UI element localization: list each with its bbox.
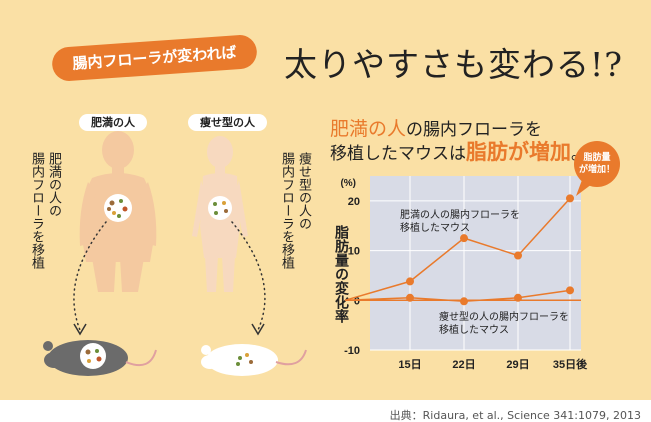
data-point [566,194,574,203]
data-point [460,297,468,306]
y-tick-label: 0 [354,295,360,307]
obese-caption-line1: 肥満の人の [46,152,61,217]
plot-area [370,176,581,350]
gray-mouse [43,340,157,376]
callout-bubble [574,141,620,187]
y-tick-label: -10 [344,345,360,357]
y-unit-label: (%) [340,178,356,189]
series-label-lean: 痩せ型の人の腸内フローラを移植したマウス [439,310,569,336]
lean-caption: 痩せ型の人の 腸内フローラを移植 [278,152,312,269]
source-footer: 出典：Ridaura, et al., Science 341:1079, 20… [389,409,641,422]
obese-flora-dots [107,199,128,218]
lean-caption-line1: 痩せ型の人の [296,152,311,230]
data-point [566,286,574,295]
white-mouse [201,344,307,376]
obese-caption-line2: 腸内フローラを移植 [29,152,44,269]
lean-transfer-arrow [231,221,266,331]
data-point [514,251,522,260]
x-tick-label: 15日 [398,358,421,371]
x-tick-label: 35日後 [553,357,588,371]
lean-flora-circle [208,196,232,220]
headline: 太りやすさも変わる!? [284,45,623,84]
obese-tag: 肥満の人 [79,114,147,131]
lean-caption-line2: 腸内フローラを移植 [279,152,294,269]
x-tick-label: 29日 [506,358,529,371]
y-tick-label: 20 [348,196,360,208]
chart-title-line1: の腸内フローラを [406,120,543,140]
chart-title: 肥満の人の腸内フローラを 移植したマウスは脂肪が増加。 [330,118,630,165]
chart-title-line2: 移植したマウスは [330,144,466,164]
data-point [406,277,414,286]
callout-pointer [576,180,592,196]
lean-arrow-head [251,323,265,336]
lean-tag: 痩せ型の人 [188,114,267,131]
chart-title-highlight: 肥満の人 [330,118,407,140]
obese-person-figure [79,131,157,292]
chart-title-highlight2: 脂肪が増加 [466,140,571,164]
lean-flora-dots [213,201,228,215]
callout-text: 脂肪量が増加！ [579,151,615,174]
data-point [406,293,414,302]
obese-arrow-head [73,323,87,336]
data-point [514,293,522,302]
series-label-obese: 肥満の人の腸内フローラを移植したマウス [400,208,520,234]
y-tick-label: 10 [348,246,360,258]
obese-caption: 肥満の人の 腸内フローラを移植 [28,152,62,269]
x-tick-label: 22日 [452,358,475,371]
data-point [460,234,468,243]
chart-ylabel: 脂肪量の変化率 [333,225,349,323]
obese-transfer-arrow [73,221,107,331]
